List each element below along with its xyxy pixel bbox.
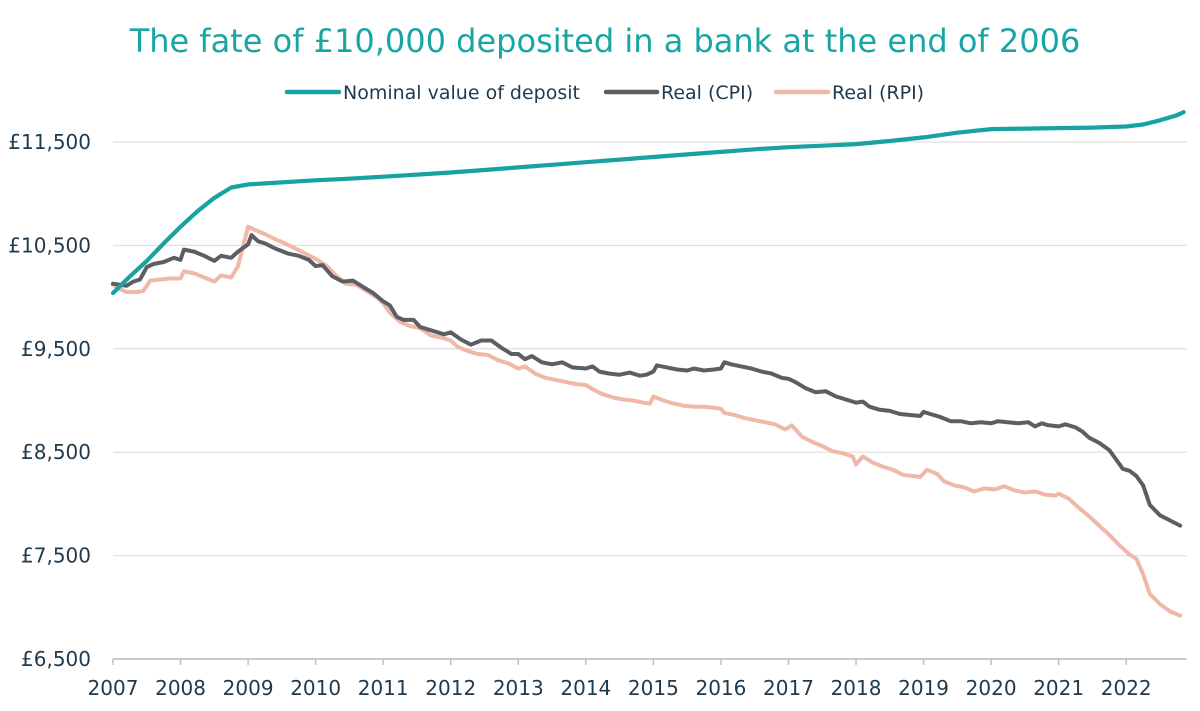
series-line-2 xyxy=(111,224,1183,618)
series-line-0 xyxy=(110,110,1186,296)
y-tick-label: £8,500 xyxy=(21,440,91,464)
x-tick-label: 2007 xyxy=(88,676,139,700)
legend-label-2: Real (RPI) xyxy=(832,82,924,104)
x-tick-label: 2013 xyxy=(493,676,544,700)
y-tick-label: £10,500 xyxy=(8,233,91,257)
y-tick-label: £9,500 xyxy=(21,337,91,361)
chart-title: The fate of £10,000 deposited in a bank … xyxy=(129,22,1081,60)
x-tick-label: 2008 xyxy=(155,676,206,700)
x-tick-label: 2017 xyxy=(763,676,814,700)
y-tick-label: £11,500 xyxy=(8,130,91,154)
chart-legend: Nominal value of deposit Real (CPI) Real (… xyxy=(284,82,924,104)
series-line-1 xyxy=(111,233,1183,528)
x-tick-label: 2010 xyxy=(290,676,341,700)
x-tick-label: 2009 xyxy=(223,676,274,700)
x-tick-label: 2021 xyxy=(1033,676,1084,700)
x-tick-label: 2016 xyxy=(695,676,746,700)
x-tick-label: 2020 xyxy=(966,676,1017,700)
x-tick-label: 2011 xyxy=(358,676,409,700)
x-tick-label: 2015 xyxy=(628,676,679,700)
legend-label-1: Real (CPI) xyxy=(661,82,753,104)
x-tick-label: 2014 xyxy=(560,676,611,700)
y-tick-label: £6,500 xyxy=(21,647,91,671)
x-tick-label: 2018 xyxy=(831,676,882,700)
x-tick-label: 2019 xyxy=(898,676,949,700)
legend-label-0: Nominal value of deposit xyxy=(343,82,580,104)
y-axis-ticks: £11,500 £10,500 £9,500 £8,500 £7,500 £6,500 xyxy=(8,130,91,671)
y-tick-label: £7,500 xyxy=(21,544,91,568)
x-tick-label: 2022 xyxy=(1101,676,1152,700)
x-axis-ticks: 2007 2008 2009 2010 2011 2012 2013 2014 2015 2016… xyxy=(88,659,1152,700)
x-tick-label: 2012 xyxy=(425,676,476,700)
series-lines xyxy=(110,110,1186,618)
